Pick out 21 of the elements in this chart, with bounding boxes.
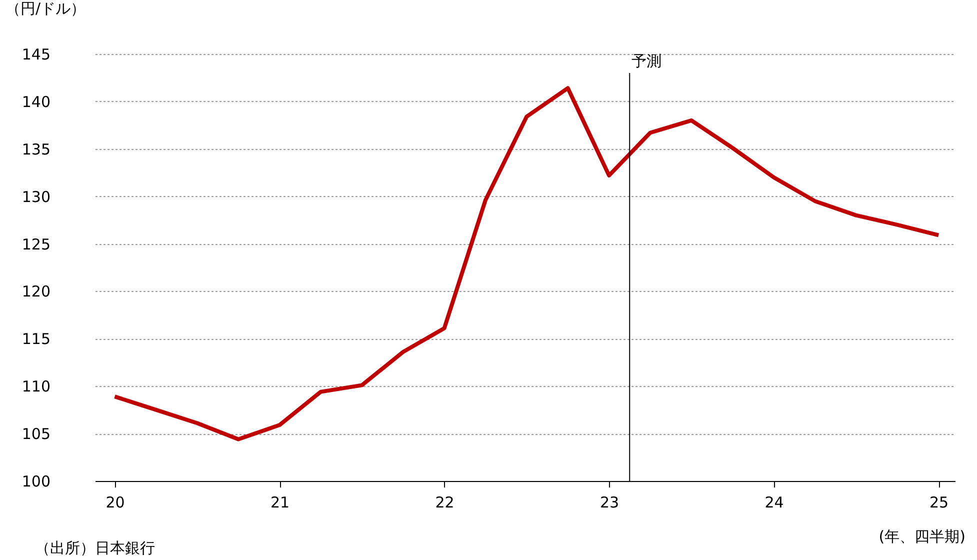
y-tick-label: 145 bbox=[22, 46, 50, 64]
y-tick-label: 135 bbox=[22, 140, 50, 158]
y-tick-label: 100 bbox=[22, 472, 50, 490]
x-axis-title: (年、四半期) bbox=[878, 528, 966, 546]
x-tick-label: 23 bbox=[600, 494, 620, 512]
ref-line-label: 予測 bbox=[632, 52, 662, 70]
y-tick-label: 110 bbox=[22, 378, 50, 396]
y-tick-label: 140 bbox=[22, 92, 50, 111]
y-tick-label: 120 bbox=[22, 282, 50, 301]
y-axis-title: （円/ドル） bbox=[6, 0, 86, 18]
y-tick-label: 130 bbox=[22, 188, 50, 206]
y-tick-label: 105 bbox=[22, 425, 50, 444]
line-series bbox=[112, 86, 941, 442]
x-tick-label: 20 bbox=[106, 494, 125, 512]
x-tick-label: 21 bbox=[270, 494, 290, 512]
y-tick-label: 125 bbox=[22, 235, 50, 254]
x-tick-label: 22 bbox=[435, 494, 454, 512]
x-tick-label: 25 bbox=[929, 494, 949, 512]
y-tick-label: 115 bbox=[22, 330, 50, 348]
x-tick-label: 24 bbox=[764, 494, 784, 512]
text: （出所）日本銀行 bbox=[35, 539, 155, 557]
